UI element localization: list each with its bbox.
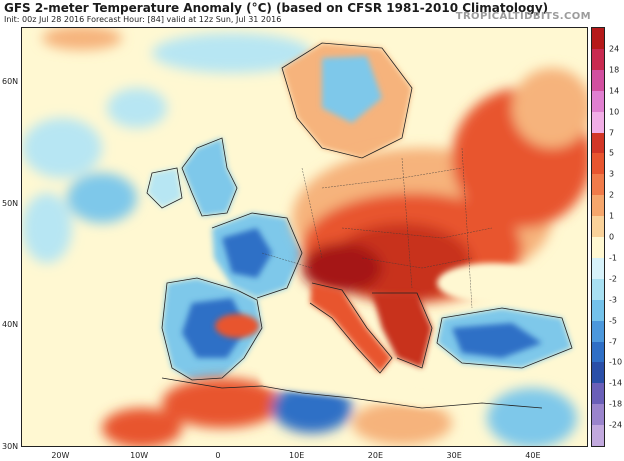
colorbar-cell bbox=[592, 237, 604, 259]
colorbar-cell bbox=[592, 195, 604, 217]
colorbar-label: 3 bbox=[609, 169, 615, 179]
colorbar-label: 7 bbox=[609, 128, 615, 137]
italy-anomaly bbox=[310, 283, 392, 373]
lon-label: 0 bbox=[215, 451, 221, 460]
colorbar-label: -5 bbox=[609, 316, 617, 326]
colorbar bbox=[591, 27, 605, 447]
map-header: GFS 2-meter Temperature Anomaly (°C) (ba… bbox=[0, 0, 624, 26]
colorbar-label: 14 bbox=[609, 86, 620, 96]
colorbar-cell bbox=[592, 48, 604, 71]
balkans-anomaly bbox=[372, 293, 432, 368]
colorbar-cell bbox=[592, 257, 604, 280]
colorbar-cell bbox=[592, 69, 604, 92]
anomaly-map bbox=[22, 28, 587, 446]
colorbar-cell bbox=[592, 90, 604, 113]
colorbar-cell bbox=[592, 153, 604, 175]
lon-label: 10W bbox=[130, 451, 149, 460]
colorbar-cell bbox=[592, 383, 604, 405]
colorbar-cell bbox=[592, 425, 604, 447]
colorbar-label: 18 bbox=[609, 65, 620, 75]
colorbar-cell bbox=[592, 362, 604, 384]
british-isles-anomaly bbox=[182, 138, 237, 216]
lat-label: 50N bbox=[2, 198, 19, 208]
map-title: GFS 2-meter Temperature Anomaly (°C) (ba… bbox=[4, 1, 549, 15]
colorbar-label: -10 bbox=[609, 357, 623, 367]
lat-label: 30N bbox=[2, 442, 19, 451]
colorbar-cell bbox=[592, 299, 604, 322]
colorbar-cell bbox=[592, 216, 604, 238]
colorbar-label: -18 bbox=[609, 399, 623, 409]
black-sea-area bbox=[437, 263, 547, 303]
colorbar-label: 0 bbox=[609, 232, 615, 242]
colorbar-label: 24 bbox=[609, 44, 620, 54]
colorbar-label: 10 bbox=[609, 107, 620, 117]
colorbar-cell bbox=[592, 28, 604, 50]
colorbar-cell bbox=[592, 111, 604, 133]
coastlines bbox=[146, 42, 573, 409]
lon-label: 30E bbox=[446, 451, 462, 460]
colorbar-cell bbox=[592, 341, 604, 363]
colorbar-cell bbox=[592, 404, 604, 426]
colorbar-label: -24 bbox=[609, 420, 623, 430]
colorbar-cell bbox=[592, 278, 604, 301]
colorbar-label: -3 bbox=[609, 295, 617, 305]
colorbar-cell bbox=[592, 132, 604, 154]
forecast-info: Init: 00z Jul 28 2016 Forecast Hour: [84… bbox=[4, 15, 282, 24]
map-area bbox=[21, 27, 588, 447]
colorbar-label: 2 bbox=[609, 190, 615, 200]
colorbar-label: -2 bbox=[609, 274, 617, 284]
colorbar-label: -1 bbox=[609, 253, 617, 263]
colorbar-cell bbox=[592, 174, 604, 196]
country-borders bbox=[261, 147, 493, 309]
lon-label: 40E bbox=[525, 451, 541, 460]
colorbar-cell bbox=[592, 320, 604, 342]
colorbar-label: 5 bbox=[609, 148, 615, 158]
lat-label: 60N bbox=[2, 76, 19, 86]
colorbar-label: -7 bbox=[609, 337, 617, 346]
cool-anomaly-atlantic bbox=[22, 28, 312, 263]
brand-watermark: TROPICALTIDBITS.COM bbox=[455, 11, 591, 22]
colorbar-label: -14 bbox=[609, 378, 623, 388]
lat-label: 40N bbox=[2, 320, 19, 330]
lon-label: 10E bbox=[289, 451, 305, 460]
colorbar-label: 1 bbox=[609, 211, 615, 221]
lon-label: 20W bbox=[51, 451, 70, 460]
lon-label: 20E bbox=[367, 451, 383, 460]
mediterranean-area bbox=[257, 348, 482, 408]
